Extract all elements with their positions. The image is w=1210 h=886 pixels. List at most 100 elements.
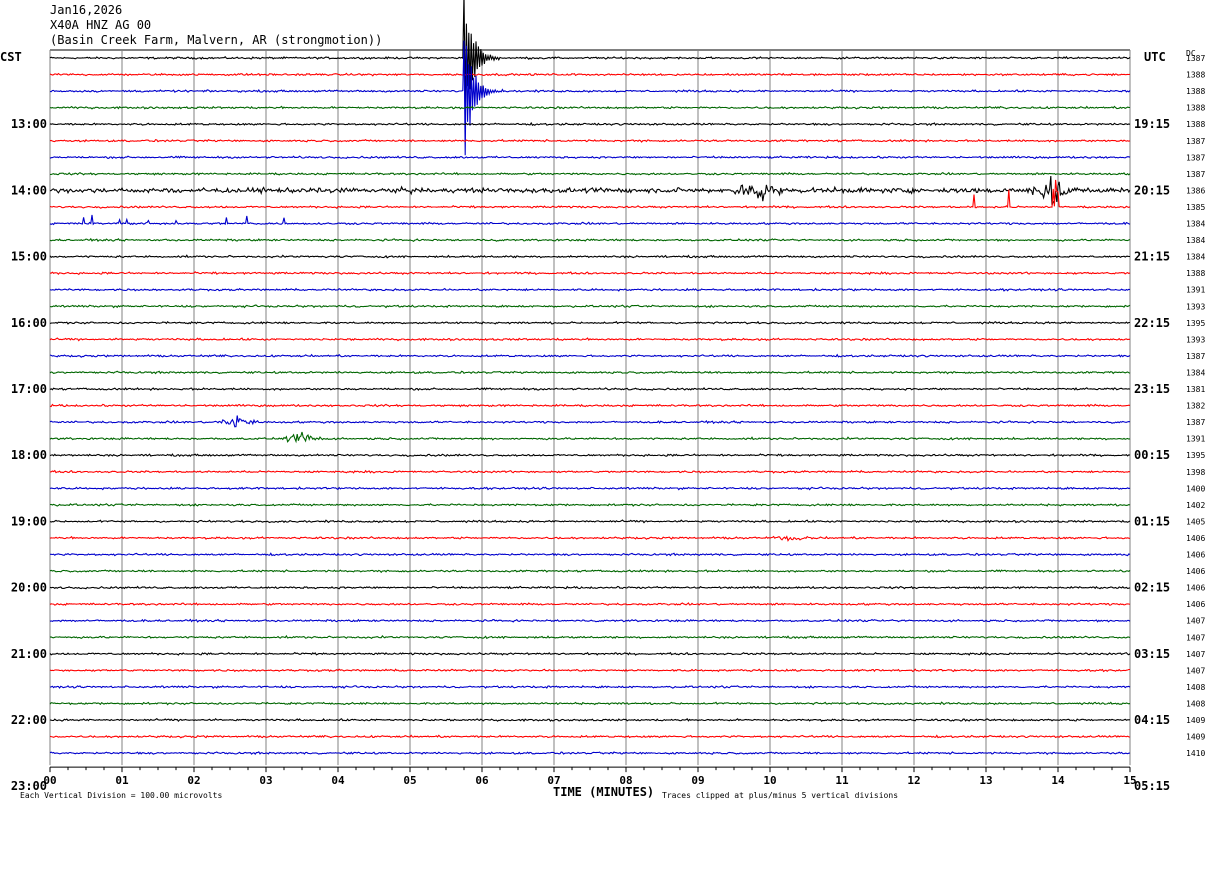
right-hour-label: 21:15 <box>1134 250 1170 264</box>
dc-offset-label: 1388 <box>1186 120 1205 129</box>
dc-offset-label: 1398 <box>1186 468 1205 477</box>
trace-line <box>49 734 1131 739</box>
trace-line <box>49 535 1131 542</box>
trace-line <box>49 155 1131 160</box>
dc-offset-label: 1391 <box>1186 286 1205 295</box>
left-hour-label: 14:00 <box>11 183 47 197</box>
dc-offset-label: 1408 <box>1186 699 1205 708</box>
trace-line <box>49 105 1131 110</box>
x-tick-label: 09 <box>691 774 704 787</box>
trace-line <box>49 618 1131 623</box>
left-hour-label: 15:00 <box>11 250 47 264</box>
dc-offset-label: 1384 <box>1186 220 1205 229</box>
trace-line <box>49 175 1131 206</box>
trace-line <box>49 717 1130 723</box>
x-tick-label: 03 <box>259 774 272 787</box>
dc-offset-label: 1409 <box>1186 733 1205 742</box>
dc-offset-label: 1391 <box>1186 435 1205 444</box>
x-tick-label: 10 <box>763 774 776 787</box>
trace-line <box>50 552 1131 557</box>
x-tick-label: 14 <box>1051 774 1065 787</box>
trace-line <box>49 370 1131 375</box>
right-timezone: UTC <box>1144 50 1166 64</box>
dc-offset-label: 1406 <box>1186 551 1205 560</box>
dc-offset-label: 1406 <box>1186 584 1205 593</box>
trace-line <box>49 353 1131 358</box>
trace-line <box>49 171 1131 176</box>
header-station: X40A HNZ AG 00 <box>50 18 152 32</box>
vertical-grid <box>49 49 1131 773</box>
dc-offset-label: 1406 <box>1186 534 1205 543</box>
trace-line <box>49 685 1131 690</box>
trace-line <box>49 403 1131 408</box>
x-tick-label: 06 <box>475 774 489 787</box>
dc-offset-label: 1387 <box>1186 153 1205 162</box>
dc-offset-label: 1400 <box>1186 484 1205 493</box>
dc-offset-label: 1395 <box>1186 319 1205 328</box>
trace-line <box>49 453 1131 458</box>
dc-offset-label: 1387 <box>1186 352 1205 361</box>
trace-line <box>49 40 1131 156</box>
trace-line <box>49 138 1131 143</box>
dc-label: DC <box>1186 49 1196 58</box>
x-tick-label: 08 <box>619 774 632 787</box>
seismic-traces <box>49 0 1131 756</box>
dc-offset-label: 1388 <box>1186 104 1205 113</box>
x-tick-label: 01 <box>115 774 129 787</box>
scale-note: Each Vertical Division = 100.00 microvol… <box>20 791 222 800</box>
trace-line <box>49 287 1131 292</box>
x-tick-label: 07 <box>547 774 560 787</box>
header-location: (Basin Creek Farm, Malvern, AR (strongmo… <box>50 33 383 47</box>
dc-offset-label: 1409 <box>1186 716 1205 725</box>
dc-offset-label: 1410 <box>1186 749 1205 758</box>
trace-line <box>49 701 1131 706</box>
trace-line <box>49 304 1131 309</box>
trace-line <box>49 668 1130 673</box>
trace-line <box>49 237 1131 243</box>
trace-line <box>49 179 1131 209</box>
dc-offset-label: 1385 <box>1186 203 1205 212</box>
left-hour-label: 21:00 <box>11 647 47 661</box>
x-tick-label: 13 <box>979 774 992 787</box>
dc-offset-label: 1382 <box>1186 402 1205 411</box>
dc-offset-label: 1405 <box>1186 517 1205 526</box>
trace-line <box>49 337 1130 342</box>
x-tick-label: 12 <box>907 774 920 787</box>
left-hour-label: 17:00 <box>11 382 47 396</box>
trace-line <box>49 254 1130 259</box>
dc-offset-label: 1381 <box>1186 385 1205 394</box>
dc-offset-label: 1387 <box>1186 137 1205 146</box>
dc-offset-label: 1384 <box>1186 368 1205 377</box>
dc-offset-label: 1387 <box>1186 54 1205 63</box>
left-hour-label: 22:00 <box>11 713 47 727</box>
right-hour-label: 01:15 <box>1134 514 1170 528</box>
dc-offset-label: 1384 <box>1186 236 1205 245</box>
trace-line <box>49 121 1131 127</box>
header-date: Jan16,2026 <box>50 3 123 17</box>
x-tick-label: 15 <box>1123 774 1136 787</box>
right-hour-label: 00:15 <box>1134 448 1170 462</box>
x-tick-label: 05 <box>403 774 416 787</box>
right-hour-label: 05:15 <box>1134 779 1170 793</box>
right-hour-label: 20:15 <box>1134 183 1170 197</box>
left-hour-label: 23:00 <box>11 779 47 793</box>
dc-offset-label: 1407 <box>1186 633 1205 642</box>
trace-line <box>49 320 1130 325</box>
left-hour-label: 18:00 <box>11 448 47 462</box>
dc-offset-label: 1407 <box>1186 650 1205 659</box>
left-hour-label: 19:00 <box>11 514 47 528</box>
trace-line <box>49 751 1131 756</box>
dc-offset-label: 1406 <box>1186 600 1205 609</box>
trace-line <box>49 503 1131 507</box>
x-tick-label: 02 <box>187 774 200 787</box>
dc-offset-label: 1384 <box>1186 253 1205 262</box>
trace-line <box>49 415 1131 428</box>
x-tick-label: 04 <box>331 774 345 787</box>
trace-line <box>49 271 1131 276</box>
trace-line <box>49 519 1131 524</box>
right-hour-label: 22:15 <box>1134 316 1170 330</box>
dc-offset-label: 1386 <box>1186 186 1205 195</box>
trace-line <box>49 387 1131 391</box>
right-hour-label: 02:15 <box>1134 581 1170 595</box>
